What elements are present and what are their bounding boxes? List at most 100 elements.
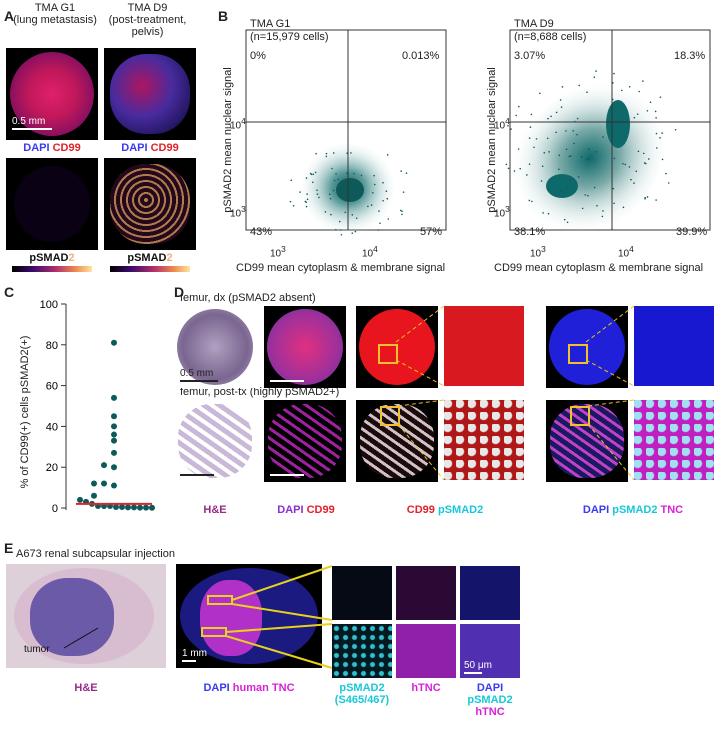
- b-cell-dot: [655, 199, 657, 201]
- psmad-label: pSMAD: [29, 252, 69, 264]
- b-cell-dot: [635, 170, 638, 173]
- b-cell-dot: [602, 136, 604, 138]
- d-r2-he-image: [174, 400, 256, 482]
- psmad2-label: pSMAD2: [437, 504, 484, 516]
- b-cell-dot: [566, 221, 569, 224]
- b-cell-dot: [372, 191, 374, 194]
- d9-psmad2-image: [104, 158, 196, 250]
- b-right-xtick-1e3: 103: [530, 244, 546, 259]
- b-cell-dot: [576, 133, 578, 136]
- b-cell-dot: [578, 84, 580, 87]
- b-right-ytick-1e3: 103: [494, 204, 510, 219]
- b-right-q-bl: 38.1%: [514, 226, 546, 238]
- d9-title-text: TMA D9: [127, 2, 168, 14]
- b-cell-dot: [593, 76, 596, 79]
- b-cell-dot: [350, 152, 352, 154]
- c-data-point: [111, 394, 117, 401]
- d-row2-title: femur, post-tx (highly pSMAD2+): [180, 386, 340, 398]
- b-cell-dot: [661, 132, 664, 134]
- a-g1-psmad-label: pSMAD2: [6, 252, 98, 264]
- b-cell-dot: [292, 204, 295, 207]
- b-cell-dot: [656, 147, 658, 149]
- b-cell-dot: [340, 229, 342, 231]
- cd99-label: CD99: [306, 504, 335, 516]
- c-data-point: [111, 464, 117, 471]
- e-htnc-label: hTNC: [396, 682, 456, 694]
- g1-subtitle: (lung metastasis): [13, 14, 97, 26]
- b-cell-dot: [659, 137, 661, 139]
- b-cell-dot: [337, 178, 340, 181]
- d-r2-tnc-zoom-image: [634, 400, 714, 480]
- b-cell-dot: [400, 209, 402, 212]
- he-label: H&E: [203, 504, 227, 516]
- b-cell-dot: [567, 187, 569, 189]
- b-cell-dot: [543, 151, 546, 154]
- e-scale-mm: 1 mm: [182, 648, 207, 659]
- b-cell-dot: [385, 190, 388, 193]
- b-cell-dot: [576, 117, 579, 120]
- panel-a-letter: A: [4, 8, 15, 24]
- b-cell-dot: [644, 196, 647, 199]
- b-cell-dot: [528, 199, 531, 202]
- b-cell-dot: [346, 172, 348, 175]
- b-cell-dot: [643, 162, 646, 164]
- b-cell-dot: [316, 189, 318, 192]
- b-cell-dot: [353, 172, 355, 175]
- e-merge-bottom: 50 μm: [460, 624, 520, 678]
- tick-base: 10: [530, 248, 542, 260]
- c-data-point: [101, 462, 107, 469]
- b-cell-dot: [642, 80, 644, 82]
- b-right-q-tl: 3.07%: [514, 50, 546, 62]
- b-cell-dot: [378, 210, 380, 212]
- tick-exp: 3: [541, 244, 546, 254]
- psmad-2-label: 2: [166, 252, 173, 264]
- e-htnc-bottom: [396, 624, 456, 678]
- c-points: [77, 339, 155, 511]
- b-cell-dot: [526, 174, 528, 176]
- dapi-label: DAPI: [23, 142, 50, 154]
- b-cell-dot: [346, 152, 348, 154]
- b-left-q-tl: 0%: [250, 50, 266, 62]
- tick-base: 10: [618, 248, 630, 260]
- b-cell-dot: [379, 222, 381, 225]
- b-cell-dot: [593, 186, 596, 189]
- c-data-point: [101, 480, 107, 487]
- b-cell-dot: [315, 152, 317, 155]
- b-cell-dot: [382, 181, 384, 184]
- b-cell-dot: [309, 172, 312, 175]
- b-cell-dot: [510, 128, 512, 130]
- c-data-point: [77, 496, 83, 503]
- b-right-ytick-1e4: 104: [494, 116, 510, 131]
- b-cell-dot: [613, 157, 616, 160]
- psmad2-label: pSMAD2: [339, 682, 385, 694]
- panel-e-letter: E: [4, 540, 14, 556]
- b-cell-dot: [602, 210, 604, 212]
- b-cell-dot: [565, 130, 567, 132]
- b-right-title: TMA D9: [514, 18, 554, 30]
- b-cell-dot: [647, 158, 650, 160]
- panel-d-letter: D: [174, 284, 185, 300]
- b-cell-dot: [305, 205, 308, 208]
- htnc-label: hTNC: [411, 682, 441, 694]
- b-cell-dot: [353, 198, 356, 201]
- b-cell-dot: [528, 137, 531, 139]
- b-cell-dot: [305, 177, 308, 179]
- b-cell-dot: [667, 182, 670, 184]
- tick-base: 10: [494, 120, 506, 132]
- b-cell-dot: [665, 172, 667, 175]
- d-r1-dapi-psmad-tnc-image: [546, 306, 628, 388]
- b-cell-dot: [570, 155, 572, 157]
- d9-dapi-cd99-image: [104, 48, 196, 140]
- d-r1-cd99-psmad2-image: [356, 306, 438, 388]
- he-label: H&E: [74, 682, 98, 694]
- b-cell-dot: [518, 105, 520, 108]
- b-cell-dot: [613, 202, 615, 205]
- e-psmad2-top: [332, 566, 392, 620]
- b-cell-dot: [601, 215, 604, 218]
- b-cell-dot: [547, 212, 550, 215]
- b-cell-dot: [529, 126, 532, 128]
- psmad-colorbar: [12, 266, 92, 272]
- b-cell-dot: [328, 193, 331, 196]
- cd99-label: CD99: [52, 142, 81, 154]
- left-scatter-dots: [289, 152, 408, 236]
